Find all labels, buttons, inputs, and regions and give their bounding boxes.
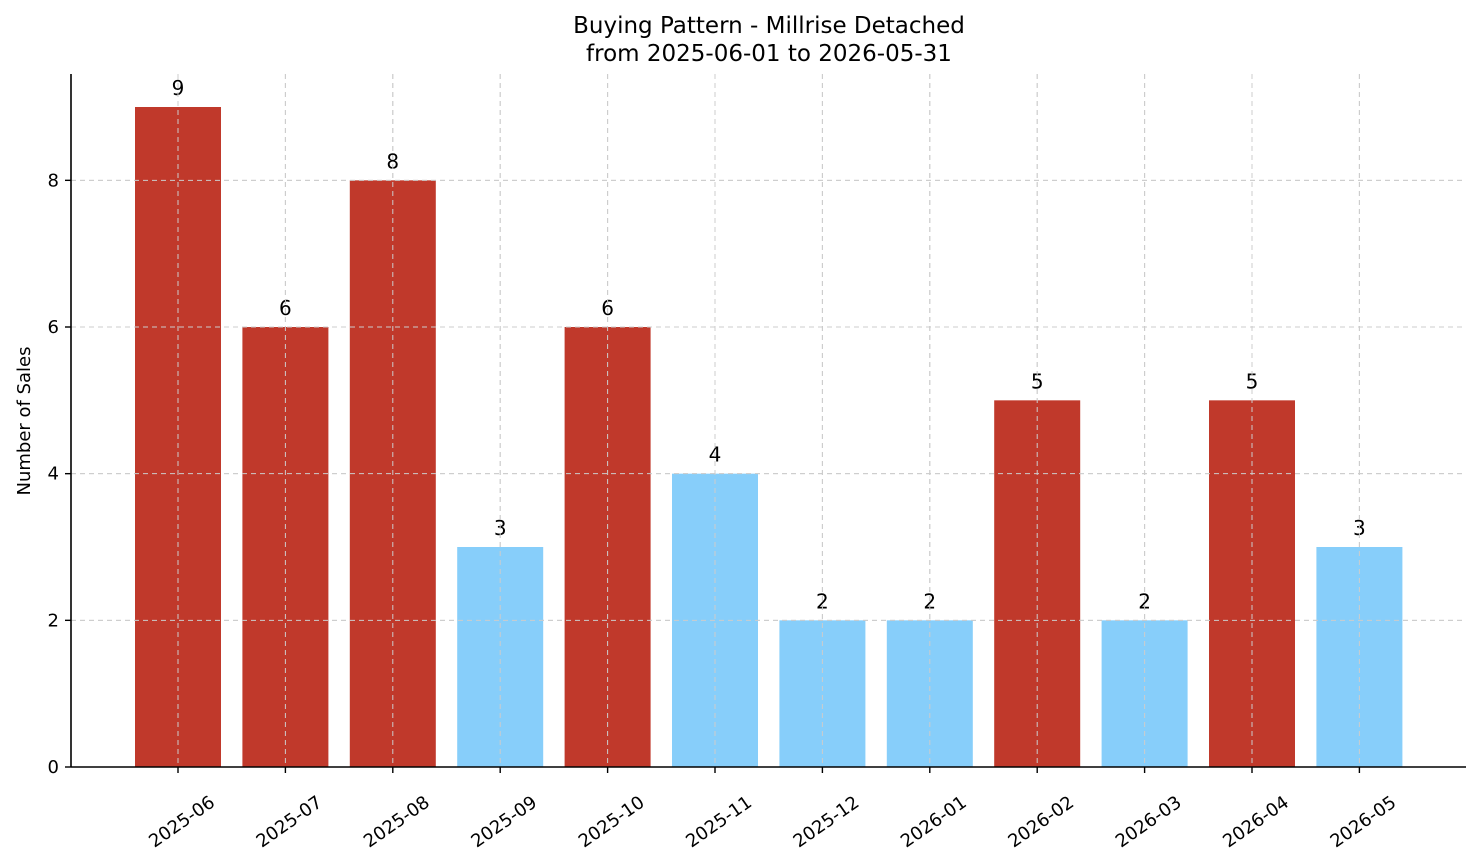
y-tick-label: 2 — [48, 610, 59, 631]
y-tick-label: 0 — [48, 757, 59, 778]
bars — [135, 107, 1403, 768]
x-tick-label-2026-02: 2026-02 — [1004, 792, 1078, 852]
value-label-2025-12: 2 — [816, 589, 829, 613]
chart-title: Buying Pattern - Millrise Detached — [573, 13, 965, 39]
value-label-2026-01: 2 — [923, 589, 936, 613]
x-tick-label-2025-11: 2025-11 — [682, 792, 756, 852]
chart-subtitle: from 2025-06-01 to 2026-05-31 — [586, 41, 952, 67]
x-tick-label-2025-09: 2025-09 — [467, 792, 541, 852]
x-tick-label-2025-07: 2025-07 — [253, 792, 327, 852]
y-tick-label: 8 — [48, 170, 59, 191]
axes — [70, 74, 1466, 768]
value-label-2026-03: 2 — [1138, 589, 1151, 613]
value-label-2025-08: 8 — [386, 149, 399, 173]
y-tick-label: 4 — [48, 464, 59, 485]
x-axis-ticks: 2025-06 2025-07 2025-08 2025-09 2025-10 2025-… — [145, 767, 1400, 852]
y-axis-label: Number of Sales — [14, 346, 35, 495]
x-tick-label-2025-12: 2025-12 — [790, 792, 864, 852]
x-tick-label-2025-06: 2025-06 — [145, 792, 219, 852]
bar-2026-05 — [1316, 547, 1403, 767]
bar-2025-09 — [457, 547, 544, 767]
x-tick-label-2026-03: 2026-03 — [1112, 792, 1186, 852]
x-tick-label-2025-10: 2025-10 — [575, 792, 649, 852]
y-tick-label: 6 — [48, 317, 59, 338]
x-tick-label-2026-04: 2026-04 — [1219, 792, 1293, 852]
x-tick-label-2026-01: 2026-01 — [897, 792, 971, 852]
x-tick-label-2026-05: 2026-05 — [1327, 792, 1401, 852]
y-axis-ticks: 0 2 4 6 8 — [48, 170, 71, 778]
x-tick-label-2025-08: 2025-08 — [360, 792, 434, 852]
